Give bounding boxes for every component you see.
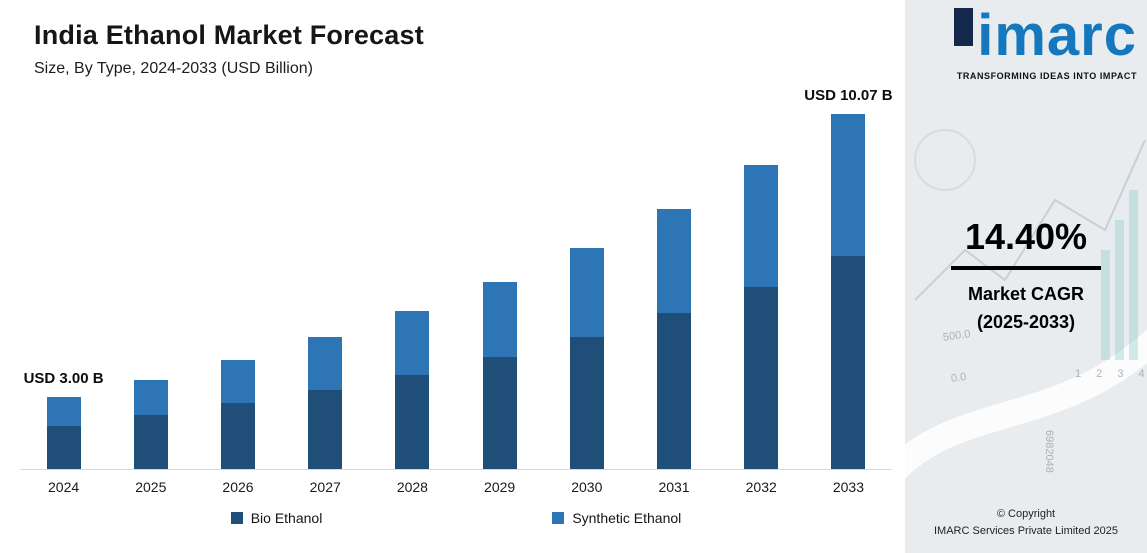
bar-group-2033: USD 10.07 B 2033 <box>804 87 892 495</box>
stacked-bar-2033 <box>831 114 866 469</box>
legend-item-synthetic-ethanol: Synthetic Ethanol <box>552 510 681 526</box>
x-axis-label-2032: 2032 <box>745 479 777 495</box>
stacked-bar-2027 <box>308 337 343 469</box>
imarc-logo: imarc TRANSFORMING IDEAS INTO IMPACT <box>954 3 1137 82</box>
bar-group-2029: 2029 <box>456 96 543 495</box>
x-axis-label-2027: 2027 <box>309 479 341 495</box>
imarc-tagline: TRANSFORMING IDEAS INTO IMPACT <box>956 71 1137 82</box>
stacked-bar-2024 <box>46 397 81 469</box>
x-axis-label-2026: 2026 <box>222 479 254 495</box>
x-axis-label-2033: 2033 <box>832 479 864 495</box>
segment-bio-ethanol <box>831 256 866 469</box>
segment-bio-ethanol <box>221 403 255 469</box>
legend-label-synthetic-ethanol: Synthetic Ethanol <box>572 510 682 526</box>
bar-group-2032: 2032 <box>718 96 805 495</box>
x-axis-label-2031: 2031 <box>658 479 690 495</box>
decor-number: 1 2 3 4 <box>1075 368 1147 380</box>
segment-bio-ethanol <box>133 415 168 469</box>
segment-synthetic-ethanol <box>46 397 81 426</box>
data-label-2033: USD 10.07 B <box>804 87 893 105</box>
segment-synthetic-ethanol <box>744 165 779 287</box>
stacked-bar-2025 <box>133 379 168 469</box>
x-axis-label-2025: 2025 <box>135 479 167 495</box>
chart-region: India Ethanol Market Forecast Size, By T… <box>20 20 893 526</box>
segment-synthetic-ethanol <box>221 359 255 404</box>
segment-bio-ethanol <box>308 390 343 469</box>
chart-title: India Ethanol Market Forecast <box>34 20 424 50</box>
data-label-2024: USD 3.00 B <box>23 370 104 387</box>
bar-group-2030: 2030 <box>543 96 630 495</box>
segment-bio-ethanol <box>395 374 430 469</box>
x-axis-label-2030: 2030 <box>571 479 603 495</box>
stacked-bar-2032 <box>744 165 779 469</box>
segment-bio-ethanol <box>482 356 517 469</box>
cagr-callout: 14.40% Market CAGR (2025-2033) <box>905 216 1147 333</box>
cagr-period: (2025-2033) <box>976 312 1076 332</box>
bar-group-2027: 2027 <box>282 96 369 495</box>
decor-number: 0.0 <box>950 370 968 386</box>
x-axis-label-2029: 2029 <box>484 479 516 495</box>
segment-bio-ethanol <box>46 425 81 469</box>
segment-synthetic-ethanol <box>308 337 343 391</box>
segment-bio-ethanol <box>657 313 692 469</box>
synthetic-ethanol-swatch <box>552 512 565 524</box>
segment-synthetic-ethanol <box>395 311 430 375</box>
branding-panel: 500.0 0.0 1 2 3 4 6982048 imarc TRANSFOR… <box>905 0 1147 553</box>
x-axis-label-2024: 2024 <box>48 479 80 495</box>
bar-group-2031: 2031 <box>630 96 717 495</box>
cagr-value: 14.40% <box>964 216 1088 257</box>
decor-number: 6982048 <box>1043 430 1055 473</box>
x-axis-label-2028: 2028 <box>396 479 428 495</box>
segment-synthetic-ethanol <box>569 248 604 337</box>
bar-group-2025: 2025 <box>107 96 194 495</box>
stacked-bar-2031 <box>657 209 692 469</box>
bar-group-2024: USD 3.00 B 2024 <box>20 96 107 495</box>
copyright-notice: © Copyright IMARC Services Private Limit… <box>905 506 1147 539</box>
chart-subtitle: Size, By Type, 2024-2033 (USD Billion) <box>34 60 313 77</box>
stacked-bar-2028 <box>395 311 430 469</box>
copyright-line1: © Copyright <box>996 508 1056 520</box>
copyright-line2: IMARC Services Private Limited 2025 <box>933 524 1118 537</box>
cagr-label: Market CAGR <box>967 284 1085 304</box>
imarc-logo-square-icon <box>954 8 974 46</box>
bar-group-2028: 2028 <box>369 96 456 495</box>
bar-plot: USD 3.00 B 2024 2025 2026 2027 2028 2029 2030 20… <box>20 87 893 495</box>
legend-item-bio-ethanol: Bio Ethanol <box>230 510 323 526</box>
imarc-wordmark: imarc <box>977 3 1137 68</box>
cagr-underline <box>951 266 1101 270</box>
segment-synthetic-ethanol <box>482 281 517 357</box>
bar-group-2026: 2026 <box>194 96 281 495</box>
segment-bio-ethanol <box>744 286 779 469</box>
legend: Bio Ethanol Synthetic Ethanol <box>20 510 892 526</box>
legend-label-bio-ethanol: Bio Ethanol <box>250 510 323 526</box>
segment-synthetic-ethanol <box>657 209 692 314</box>
bio-ethanol-swatch <box>230 512 243 524</box>
segment-synthetic-ethanol <box>831 114 866 257</box>
stacked-bar-2026 <box>221 359 255 469</box>
segment-bio-ethanol <box>569 336 604 469</box>
stacked-bar-2029 <box>482 281 517 469</box>
stacked-bar-2030 <box>569 248 604 469</box>
segment-synthetic-ethanol <box>133 379 168 416</box>
